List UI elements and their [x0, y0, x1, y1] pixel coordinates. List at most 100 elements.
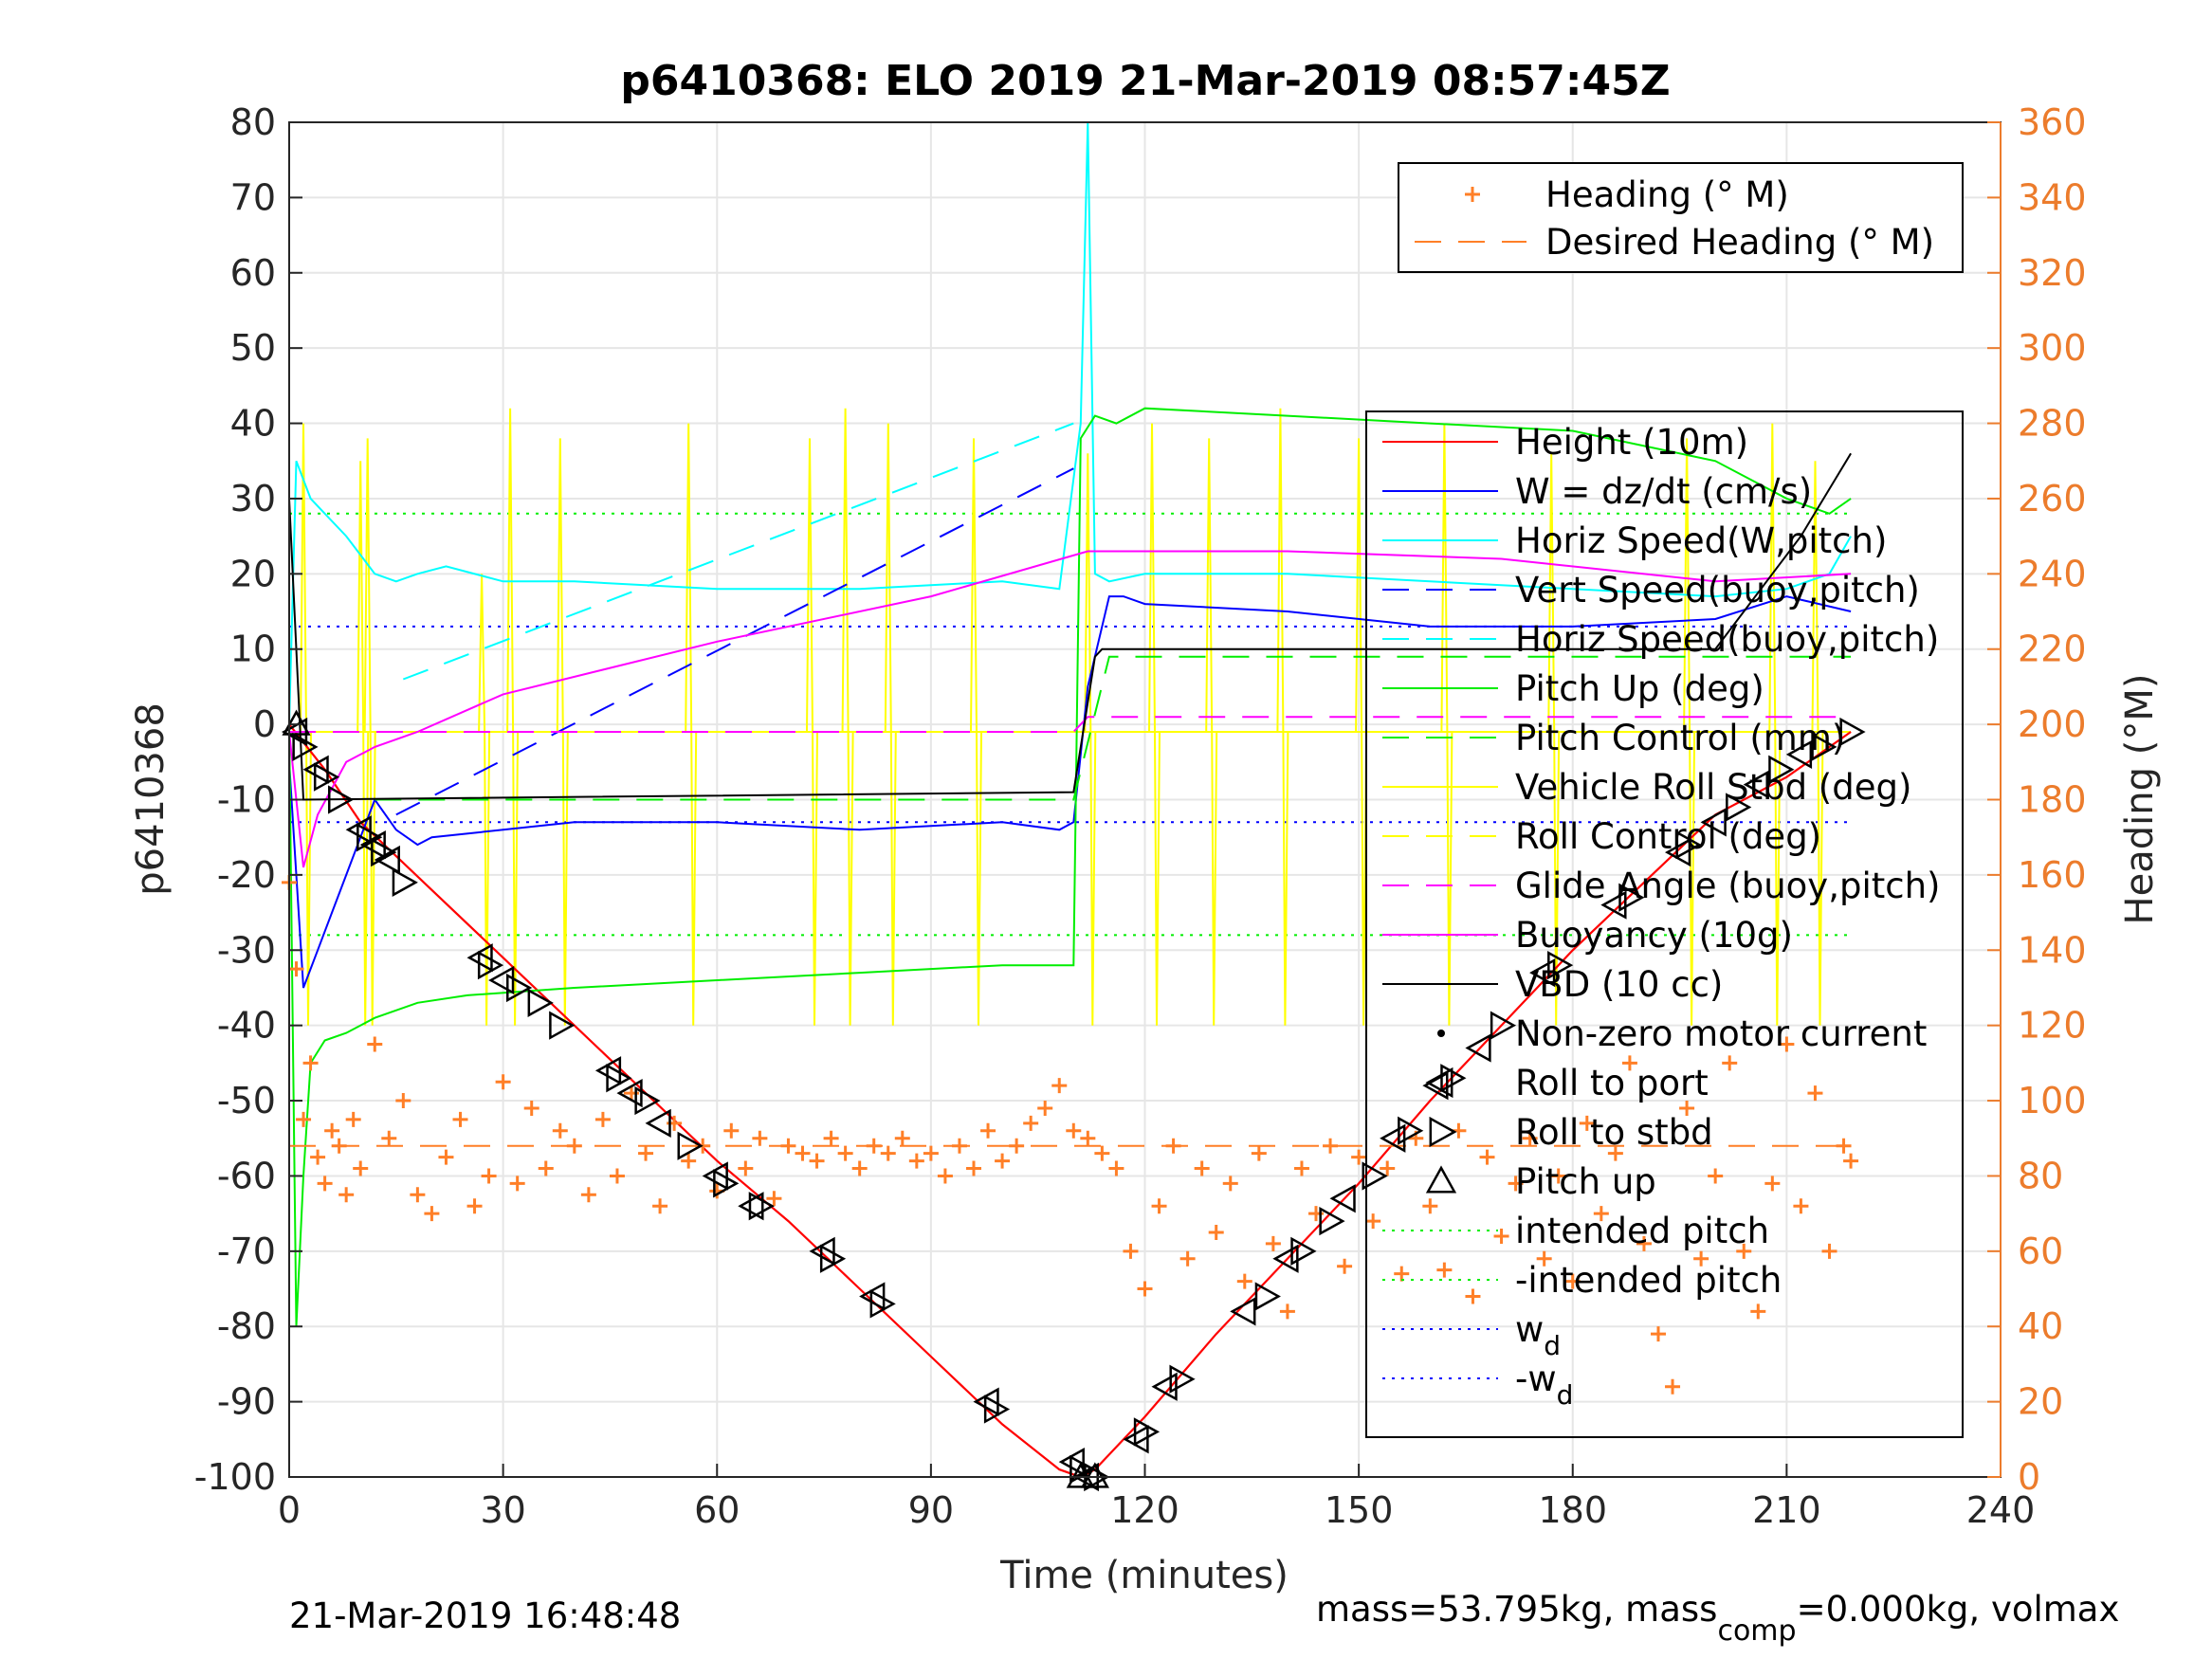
heading-point	[1693, 1250, 1709, 1267]
y-left-tick-label: 30	[230, 478, 276, 520]
heading-legend-box	[1398, 162, 1964, 273]
x-tick-label: 150	[1325, 1489, 1394, 1531]
y-right-tick-label: 60	[2018, 1231, 2063, 1272]
y-left-tick-label: -30	[217, 929, 276, 971]
heading-point	[580, 1187, 596, 1203]
heading-point	[738, 1160, 754, 1176]
legend-label-main: Horiz Speed(buoy,pitch)	[1515, 619, 1939, 660]
heading-point	[1194, 1160, 1210, 1176]
legend-label: Desired Heading (° M)	[1545, 222, 1934, 263]
heading-point	[1208, 1224, 1224, 1240]
heading-point	[638, 1145, 654, 1161]
heading-point	[866, 1138, 882, 1154]
heading-point	[523, 1100, 539, 1116]
heading-point	[438, 1149, 454, 1165]
marker-roll-stbd	[1839, 717, 1866, 747]
legend-label-main: Buoyancy (10g)	[1515, 915, 1793, 956]
marker-roll-port	[594, 1056, 622, 1085]
series-w-dz-dt-cm-s	[288, 595, 1852, 989]
axis-ticks: 0 30 60 90 120 150 180 210 240-100-90-80-70-60-5…	[194, 101, 2087, 1531]
legend-label-main: Pitch Up (deg)	[1515, 668, 1764, 709]
heading-point	[1564, 1273, 1581, 1289]
x-tick-label: 30	[480, 1489, 525, 1531]
heading-point	[795, 1145, 811, 1161]
series-horiz-speed-buoy-pitch	[402, 422, 1074, 681]
legend-label: Roll Control (deg)	[1515, 816, 1821, 857]
legend-label: Roll to stbd	[1515, 1112, 1713, 1153]
legend-label: Horiz Speed(buoy,pitch)	[1515, 619, 1939, 660]
marker-roll-port	[645, 1108, 671, 1138]
marker-roll-port	[302, 755, 329, 784]
footer-mass-text: mass=53.795kg, masscomp=0.000kg, volmax	[1316, 1589, 2119, 1648]
legend-label-main: Pitch Control (mm)	[1515, 718, 1845, 758]
y-left-tick-label: -60	[217, 1155, 276, 1196]
heading-point	[880, 1145, 896, 1161]
heading-point	[1579, 1115, 1595, 1131]
heading-point	[1351, 1149, 1367, 1165]
marker-roll-stbd	[713, 1169, 740, 1198]
legend-label: Glide Angle (buoy,pitch)	[1515, 866, 1940, 906]
marker-roll-stbd	[527, 988, 554, 1017]
heading-point	[538, 1160, 554, 1176]
heading-point	[1009, 1138, 1025, 1154]
marker-roll-port	[1700, 808, 1727, 837]
heading-point	[1279, 1304, 1295, 1320]
x-tick-label: 90	[908, 1489, 954, 1531]
marker-roll-port	[702, 1161, 728, 1191]
heading-point	[1764, 1176, 1781, 1192]
legend-label-main: Horiz Speed(W,pitch)	[1515, 520, 1887, 561]
heading-point	[652, 1198, 668, 1214]
footer-mass-main: mass=53.795kg, mass	[1316, 1589, 1717, 1630]
marker-roll-stbd	[1490, 1011, 1517, 1040]
heading-point	[937, 1168, 953, 1184]
legend-symbol	[1437, 1030, 1445, 1037]
marker-roll-port	[1151, 1372, 1178, 1401]
heading-point	[1679, 1100, 1695, 1116]
y-right-tick-label: 200	[2018, 703, 2087, 745]
heading-point	[1251, 1145, 1267, 1161]
series-pitch-control-mm	[375, 655, 1852, 801]
heading-point	[1821, 1243, 1837, 1259]
marker-pitch-up	[282, 709, 311, 736]
marker-roll-port	[1272, 1244, 1299, 1273]
heading-point	[1323, 1138, 1339, 1154]
marker-roll-stbd	[1069, 1454, 1096, 1485]
heading-point	[302, 1055, 319, 1071]
legend-label: Pitch Control (mm)	[1515, 718, 1845, 758]
series-vbd-10-cc	[288, 452, 1852, 801]
y-left-tick-label: -100	[194, 1456, 276, 1498]
marker-roll-port	[1785, 739, 1813, 769]
legend-label: Vehicle Roll Stbd (deg)	[1515, 767, 1911, 808]
marker-roll-stbd	[1319, 1206, 1345, 1236]
y-left-tick-label: 60	[230, 252, 276, 294]
heading-point	[908, 1153, 924, 1169]
heading-point	[1380, 1160, 1396, 1176]
marker-pitch-up	[1066, 1462, 1095, 1488]
y-left-tick-label: 70	[230, 176, 276, 218]
legend-label: W = dz/dt (cm/s)	[1515, 471, 1812, 512]
marker-roll-stbd	[1768, 755, 1795, 784]
heading-point	[894, 1130, 910, 1146]
footer-mass-tail: =0.000kg, volmax	[1797, 1589, 2120, 1630]
marker-roll-stbd	[1133, 1417, 1161, 1447]
legend-label: Vert Speed(buoy,pitch)	[1515, 570, 1920, 611]
heading-point	[1293, 1160, 1309, 1176]
y-left-tick-label: -90	[217, 1381, 276, 1423]
y-left-tick-label: -80	[217, 1305, 276, 1347]
heading-point	[995, 1153, 1011, 1169]
heading-point	[1843, 1153, 1859, 1169]
heading-point	[345, 1111, 361, 1127]
legend-label-main: w	[1515, 1309, 1544, 1350]
marker-roll-stbd	[819, 1244, 847, 1273]
marker-roll-port	[374, 845, 400, 875]
heading-point	[310, 1149, 326, 1165]
heading-point	[1621, 1055, 1637, 1071]
marker-roll-stbd	[1675, 830, 1702, 860]
heading-point	[1080, 1130, 1096, 1146]
heading-point	[381, 1130, 397, 1146]
heading-point	[752, 1130, 768, 1146]
heading-point	[1165, 1138, 1181, 1154]
legend-label-main: Vehicle Roll Stbd (deg)	[1515, 767, 1911, 808]
heading-point	[923, 1145, 939, 1161]
